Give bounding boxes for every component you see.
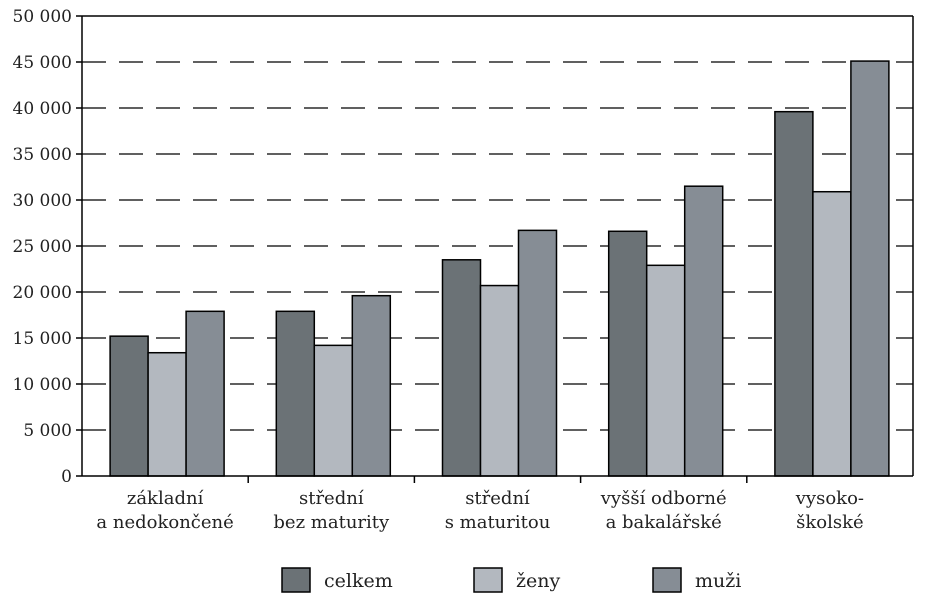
category-label: vyšší odborné — [600, 488, 727, 509]
y-tick-labels: 0 5 000 10 000 15 000 20 000 25 000 30 000 35 0… — [13, 7, 72, 487]
bar-muži — [850, 60, 890, 477]
y-tick-label: 10 000 — [13, 375, 72, 395]
category-label: vysoko- — [795, 488, 864, 509]
category-label: střední — [465, 488, 530, 509]
y-tick-label: 5 000 — [23, 421, 72, 441]
bar-celkem — [275, 310, 316, 477]
bar-celkem — [109, 335, 149, 477]
bar-celkem — [774, 110, 814, 477]
y-tick-label: 40 000 — [13, 99, 72, 119]
y-tick-label: 15 000 — [13, 329, 72, 349]
legend-label: ženy — [516, 570, 560, 592]
category-label: bez maturity — [273, 512, 390, 533]
legend-swatch-celkem — [281, 567, 311, 593]
y-tick-label: 50 000 — [13, 7, 72, 27]
legend-swatch-ženy — [473, 567, 503, 593]
bar-ženy — [645, 264, 686, 477]
legend-swatch-muži — [652, 567, 682, 593]
category-labels: základní a nedokončené střední bez maturity… — [96, 488, 864, 533]
bar-muži — [517, 229, 558, 477]
legend-label: celkem — [324, 570, 393, 592]
bar-celkem — [441, 259, 482, 477]
bar-muži — [185, 310, 225, 477]
category-label: základní — [127, 488, 204, 509]
y-tick-label: 25 000 — [13, 237, 72, 257]
y-tick-label: 30 000 — [13, 191, 72, 211]
category-label: školské — [796, 512, 864, 533]
category-label: střední — [299, 488, 364, 509]
bar-ženy — [313, 344, 354, 477]
y-tick-label: 20 000 — [13, 283, 72, 303]
y-tick-label: 35 000 — [13, 145, 72, 165]
bar-ženy — [147, 351, 187, 477]
bar-ženy — [479, 284, 520, 477]
y-tick-label: 0 — [61, 467, 72, 487]
category-label: s maturitou — [445, 512, 551, 533]
legend: celkem ženy muži — [281, 567, 741, 593]
bars — [109, 60, 890, 477]
bar-ženy — [812, 190, 852, 477]
legend-label: muži — [695, 570, 741, 592]
bar-muži — [683, 185, 724, 477]
bar-celkem — [607, 230, 648, 477]
axes — [76, 15, 914, 483]
category-label: a bakalářské — [606, 512, 722, 533]
category-label: a nedokončené — [96, 512, 233, 533]
y-tick-label: 45 000 — [13, 53, 72, 73]
bar-muži — [351, 294, 392, 477]
